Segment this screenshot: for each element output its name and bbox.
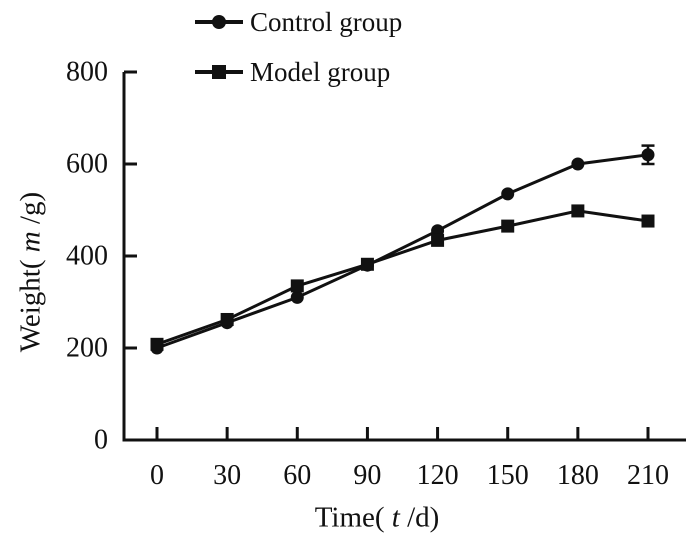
data-point-model-group bbox=[220, 312, 234, 326]
x-tick-label: 30 bbox=[213, 460, 241, 491]
y-tick-label: 0 bbox=[94, 425, 108, 456]
y-tick-label: 200 bbox=[66, 333, 108, 364]
x-tick-label: 60 bbox=[283, 460, 311, 491]
x-tick-label: 120 bbox=[417, 460, 459, 491]
data-point-control-group bbox=[501, 187, 515, 201]
x-tick-label: 180 bbox=[557, 460, 599, 491]
series-line-control-group bbox=[156, 153, 649, 350]
data-point-model-group bbox=[290, 279, 304, 293]
x-tick-label: 90 bbox=[353, 460, 381, 491]
x-axis-title-pre: Time( bbox=[314, 501, 392, 534]
data-point-model-group bbox=[360, 257, 374, 271]
legend-item-control-group: Control group bbox=[195, 6, 402, 38]
x-tick-label: 0 bbox=[150, 460, 164, 491]
model-series-line-square-marker-icon bbox=[195, 65, 243, 79]
data-point-model-group bbox=[150, 337, 164, 351]
x-tick-label: 150 bbox=[487, 460, 529, 491]
legend-label-model-group: Model group bbox=[250, 56, 391, 87]
data-point-control-group bbox=[290, 290, 304, 304]
y-tick-label: 400 bbox=[66, 241, 108, 272]
data-point-control-group bbox=[641, 148, 655, 162]
axes-spine bbox=[122, 72, 686, 442]
x-axis-title-post: /d) bbox=[399, 501, 440, 534]
x-axis-title-variable: t bbox=[391, 501, 400, 534]
data-point-control-group bbox=[571, 157, 585, 171]
x-axis-title: Time( t /d) bbox=[314, 501, 440, 534]
data-point-model-group bbox=[501, 219, 515, 233]
control-series-line-circle-marker-icon bbox=[195, 15, 243, 29]
data-point-model-group bbox=[641, 214, 655, 228]
x-tick-label: 210 bbox=[627, 460, 669, 491]
y-tick-label: 800 bbox=[66, 57, 108, 88]
y-tick-label: 600 bbox=[66, 149, 108, 180]
data-point-model-group bbox=[571, 204, 585, 218]
data-point-model-group bbox=[431, 233, 445, 247]
legend-item-model-group: Model group bbox=[195, 56, 390, 88]
legend-label-control-group: Control group bbox=[250, 6, 403, 37]
series-line-model-group bbox=[156, 209, 649, 346]
